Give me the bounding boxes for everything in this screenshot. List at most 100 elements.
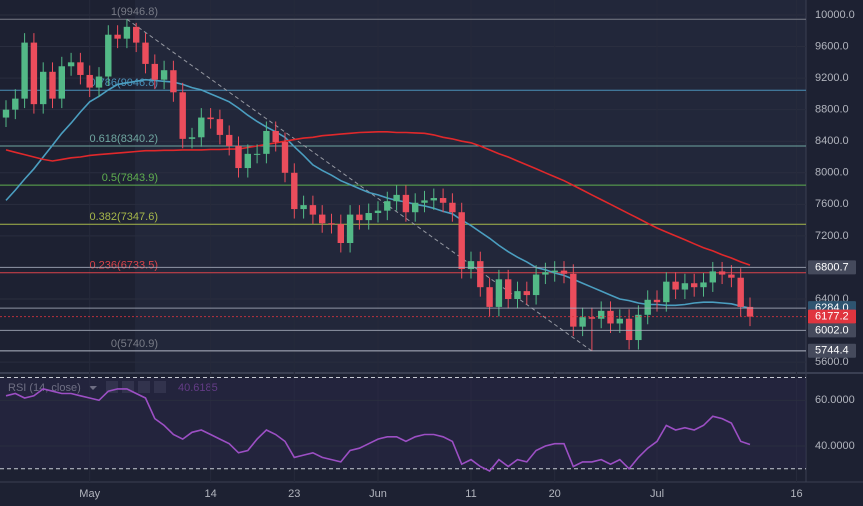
candle-body [402, 194, 410, 213]
candle-body [77, 62, 84, 75]
candle-body [551, 270, 558, 273]
candle-body [421, 200, 428, 203]
candle-body [207, 117, 214, 120]
candle-body [393, 194, 400, 202]
candle-body [123, 26, 131, 39]
candle-body [319, 214, 326, 224]
candle-body [12, 98, 19, 110]
candle-body [309, 205, 317, 215]
candle-body [700, 282, 707, 288]
price-label-box [808, 323, 856, 338]
candle-body [737, 277, 744, 307]
candle-body [458, 212, 465, 270]
candle-body [728, 274, 735, 278]
candle-body [188, 137, 196, 139]
candle-body [2, 109, 10, 118]
candle-body [412, 202, 419, 213]
candle-body [95, 76, 103, 88]
candle-body [253, 153, 261, 155]
candle-body [49, 71, 56, 99]
candle-body [30, 42, 38, 105]
x-tick-label: 16 [790, 488, 802, 500]
candle-body [170, 70, 177, 93]
rsi-band [0, 377, 806, 469]
moving-average [5, 78, 751, 309]
fib-label: 1(9946.8) [111, 6, 158, 18]
rsi-line [5, 388, 751, 472]
candle-body [439, 198, 447, 203]
price-label: 6177.2 [815, 311, 849, 323]
rsi-tick-label: 40.0000 [815, 440, 855, 452]
price-label: 5744.4 [815, 345, 849, 357]
candle-body [532, 274, 540, 296]
candle-body [495, 279, 503, 307]
candle-body [356, 214, 363, 221]
candle-body [449, 202, 456, 213]
candle-body [337, 224, 344, 244]
candle-body [467, 261, 475, 270]
candle-body [579, 317, 586, 327]
candle-body [300, 205, 307, 210]
candle-body [598, 310, 605, 319]
candle-body [328, 223, 335, 225]
x-tick-label: Jun [369, 488, 387, 500]
candle-body [216, 119, 224, 135]
candle-body [86, 74, 93, 88]
y-tick-label: 10000.0 [815, 9, 855, 21]
candle-body [607, 310, 614, 324]
candle-body [514, 291, 521, 300]
candle-body [644, 299, 651, 315]
fib-label: 0.618(8340.2) [90, 133, 159, 145]
candle-body [40, 71, 47, 105]
candle-body [653, 299, 661, 303]
candle-body [570, 273, 577, 327]
moving-average [5, 131, 751, 266]
fib-label: 0.5(7843.9) [102, 172, 158, 184]
x-tick-label: 14 [204, 488, 216, 500]
candle-body [272, 130, 279, 143]
price-label: 6800.7 [815, 261, 849, 273]
candle-body [560, 270, 568, 274]
y-tick-label: 7200.0 [815, 230, 849, 242]
candle-body [263, 130, 270, 154]
candle-body [430, 198, 437, 201]
candle-body [151, 63, 158, 80]
y-tick-label: 7600.0 [815, 198, 849, 210]
candle-body [672, 281, 679, 290]
candle-body [635, 314, 642, 341]
candle-body [486, 287, 493, 307]
candle-body [384, 201, 391, 211]
candle-body [67, 62, 75, 67]
price-label-box [808, 343, 856, 358]
candle-body [105, 34, 112, 77]
y-tick-label: 8800.0 [815, 104, 849, 116]
candle-body [142, 42, 149, 64]
candle-body [709, 271, 716, 283]
candle-body [179, 92, 186, 139]
y-tick-label: 9600.0 [815, 40, 849, 52]
candle-body [374, 210, 382, 214]
x-tick-label: 20 [549, 488, 561, 500]
candle-body [365, 213, 372, 221]
candle-body [523, 291, 530, 296]
price-label: 6002.0 [815, 324, 849, 336]
y-tick-label: 5600.0 [815, 356, 849, 368]
candle-body [235, 145, 242, 169]
fib-label: 0(5740.9) [111, 338, 158, 350]
candle-body [616, 318, 623, 324]
rsi-tick-label: 60.0000 [815, 394, 855, 406]
candle-body [477, 261, 484, 288]
candle-body [58, 66, 65, 99]
candle-body [663, 281, 670, 303]
candle-body [691, 283, 698, 288]
x-tick-label: Jul [650, 488, 664, 500]
price-label-box [808, 309, 856, 324]
y-tick-label: 8400.0 [815, 135, 849, 147]
candle-body [625, 318, 633, 341]
candle-body [21, 42, 28, 99]
candle-body [746, 306, 754, 317]
y-tick-label: 9200.0 [815, 72, 849, 84]
fib-label: 0.236(6733.5) [90, 260, 159, 272]
